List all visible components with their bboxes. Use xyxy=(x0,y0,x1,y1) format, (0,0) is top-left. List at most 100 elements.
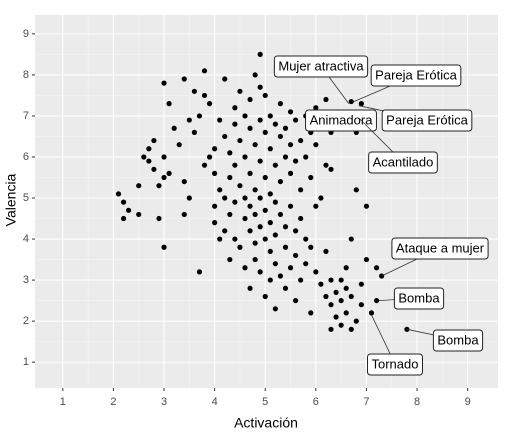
point xyxy=(212,146,218,152)
point xyxy=(222,133,228,140)
point xyxy=(237,88,243,94)
point xyxy=(287,203,294,209)
point xyxy=(298,187,304,193)
point xyxy=(328,277,334,283)
point xyxy=(141,154,147,160)
y-tick-label: 5 xyxy=(23,192,29,204)
point xyxy=(262,129,268,135)
point xyxy=(156,215,162,222)
point xyxy=(353,318,359,324)
point xyxy=(212,220,218,226)
point xyxy=(222,228,228,234)
point xyxy=(161,244,167,250)
point xyxy=(323,293,329,300)
point xyxy=(257,51,263,57)
point xyxy=(292,228,299,234)
point xyxy=(303,154,309,160)
point xyxy=(348,98,354,105)
point xyxy=(277,178,284,185)
point xyxy=(333,289,339,295)
y-tick-label: 3 xyxy=(23,274,29,286)
point xyxy=(247,203,253,209)
point xyxy=(115,191,122,197)
annotation: Animadora xyxy=(305,109,377,132)
point xyxy=(277,101,284,107)
point xyxy=(186,117,192,123)
point xyxy=(181,211,187,218)
point xyxy=(227,150,233,156)
annotation-label: Pareja Erótica xyxy=(375,67,457,82)
point xyxy=(247,170,253,176)
point xyxy=(146,158,152,164)
point xyxy=(272,306,278,312)
point xyxy=(318,195,324,201)
point xyxy=(136,211,142,218)
point xyxy=(252,72,258,78)
point xyxy=(282,125,289,131)
point xyxy=(287,265,294,271)
y-axis-title: Valencia xyxy=(3,173,19,226)
point xyxy=(227,211,233,218)
point xyxy=(227,174,233,181)
point xyxy=(222,76,228,82)
point xyxy=(171,125,177,131)
annotation-box xyxy=(305,109,377,132)
point xyxy=(176,142,182,148)
point xyxy=(338,297,344,304)
annotation-label: Tornado xyxy=(372,356,419,371)
point xyxy=(303,261,309,267)
annotation: Bomba xyxy=(432,329,484,352)
point xyxy=(363,256,370,263)
point xyxy=(292,158,299,164)
point xyxy=(186,195,192,201)
annotation-label: Pareja Erótica xyxy=(386,112,468,127)
point xyxy=(201,92,208,99)
point xyxy=(146,146,152,152)
point xyxy=(232,162,238,168)
point xyxy=(257,117,263,123)
annotation: Pareja Erótica xyxy=(381,109,473,132)
point xyxy=(252,240,258,246)
point xyxy=(242,265,248,271)
point xyxy=(237,244,243,250)
point xyxy=(323,248,329,254)
point xyxy=(287,109,294,115)
x-tick-label: 8 xyxy=(414,396,420,408)
point xyxy=(222,195,228,201)
annotation: Ataque a mujer xyxy=(391,237,489,260)
point xyxy=(161,174,167,181)
point xyxy=(348,326,354,332)
point xyxy=(156,183,162,189)
point xyxy=(212,203,218,209)
y-tick-label: 8 xyxy=(23,69,29,81)
annotation-label: Mujer atractiva xyxy=(278,58,364,73)
point xyxy=(328,326,334,332)
point xyxy=(292,297,299,304)
point xyxy=(126,207,132,213)
annotation-box xyxy=(393,287,445,310)
point xyxy=(257,195,263,201)
point xyxy=(181,76,187,82)
point xyxy=(308,244,314,250)
point xyxy=(358,281,364,287)
x-axis-title: Activación xyxy=(234,415,298,431)
point xyxy=(282,244,289,250)
point xyxy=(313,142,319,148)
point xyxy=(242,195,248,201)
point xyxy=(262,207,268,213)
point xyxy=(237,137,243,144)
point xyxy=(212,170,218,176)
point xyxy=(348,293,354,300)
point xyxy=(333,314,339,320)
point xyxy=(242,215,248,222)
point xyxy=(267,146,273,152)
point xyxy=(282,285,289,291)
point xyxy=(267,191,273,197)
point xyxy=(237,183,243,189)
point xyxy=(272,199,278,205)
annotation-box xyxy=(367,353,423,376)
point xyxy=(277,273,284,279)
point xyxy=(151,166,157,172)
point xyxy=(272,232,278,238)
